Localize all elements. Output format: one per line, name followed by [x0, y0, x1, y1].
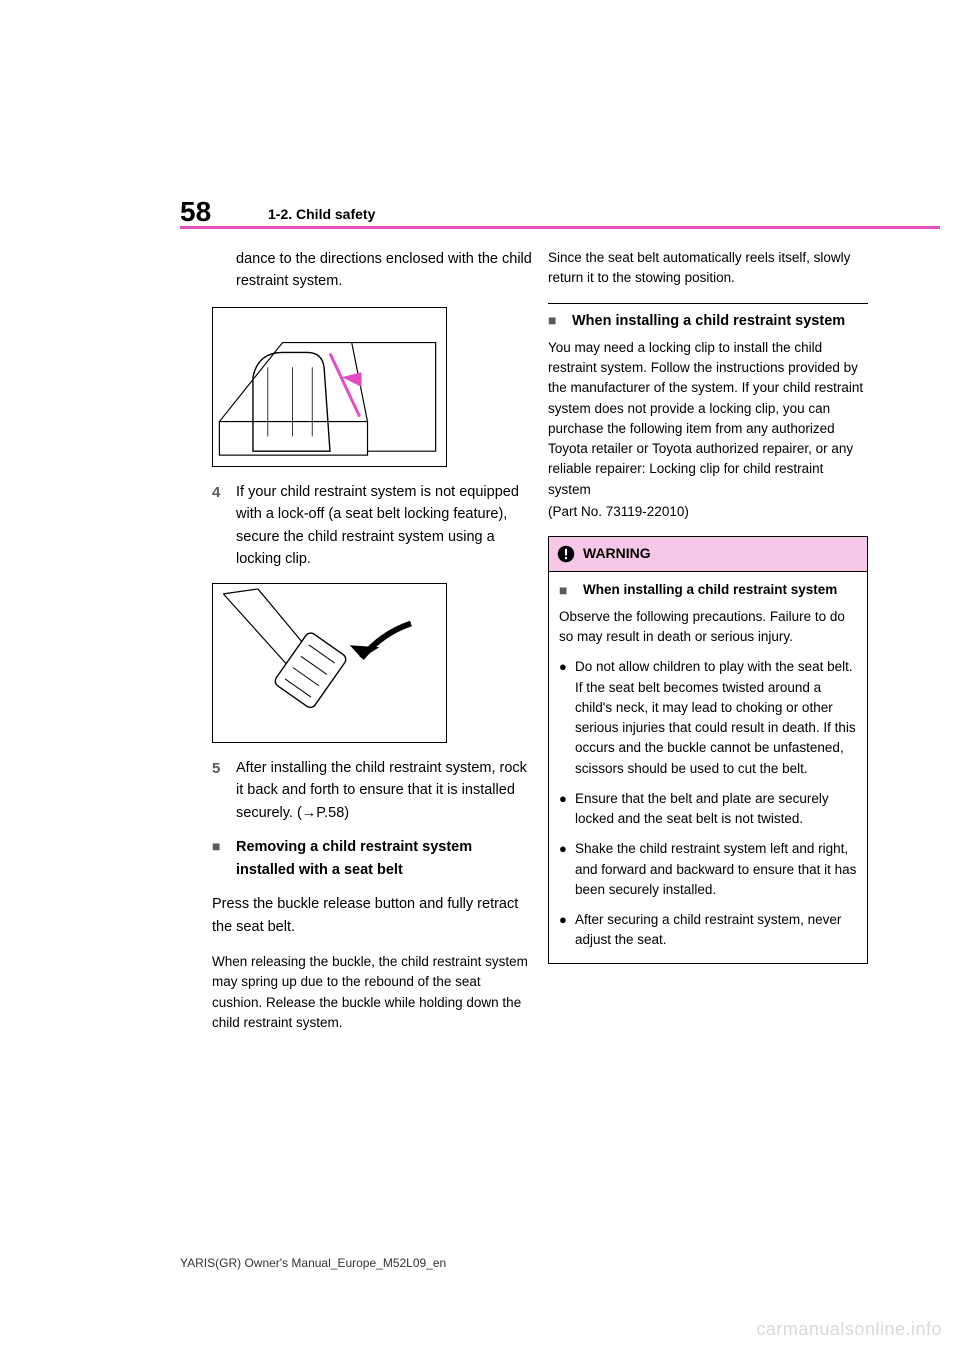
bullet-icon: ● [559, 910, 575, 951]
step-text: After installing the child restraint sys… [236, 757, 532, 824]
bullet-text: Do not allow children to play with the s… [575, 657, 857, 779]
bullet-text: Shake the child restraint system left an… [575, 839, 857, 900]
section-title: 1-2. Child safety [268, 206, 375, 222]
warning-heading: ■ When installing a child restraint syst… [559, 580, 857, 601]
square-bullet-icon: ■ [548, 310, 572, 332]
installing-heading-text: When installing a child restraint system [572, 310, 868, 332]
bullet-icon: ● [559, 657, 575, 779]
warning-bullet: ● After securing a child restraint syste… [559, 910, 857, 951]
removing-p2: When releasing the buckle, the child res… [212, 952, 532, 1033]
warning-title: WARNING [583, 543, 651, 565]
step-text: If your child restraint system is not eq… [236, 481, 532, 571]
continuation-text: dance to the directions enclosed with th… [212, 248, 532, 293]
footer-text: YARIS(GR) Owner's Manual_Europe_M52L09_e… [180, 1256, 446, 1270]
step-number: 5 [212, 757, 236, 824]
bullet-text: After securing a child restraint system,… [575, 910, 857, 951]
warning-bullet: ● Shake the child restraint system left … [559, 839, 857, 900]
square-bullet-icon: ■ [212, 836, 236, 881]
installing-part: (Part No. 73119-22010) [548, 502, 868, 522]
watermark: carmanualsonline.info [756, 1319, 942, 1340]
left-column: dance to the directions enclosed with th… [212, 248, 532, 1047]
page: 58 1-2. Child safety dance to the direct… [0, 0, 960, 1358]
removing-heading-text: Removing a child restraint system instal… [236, 836, 532, 881]
figure-child-seat [212, 307, 447, 467]
square-bullet-icon: ■ [559, 580, 583, 601]
warning-body: ■ When installing a child restraint syst… [549, 572, 867, 963]
child-seat-illustration [213, 308, 446, 466]
warning-bullet: ● Do not allow children to play with the… [559, 657, 857, 779]
step-4: 4 If your child restraint system is not … [212, 481, 532, 571]
page-number: 58 [180, 196, 211, 228]
step-5: 5 After installing the child restraint s… [212, 757, 532, 824]
installing-heading: ■ When installing a child restraint syst… [548, 310, 868, 332]
removing-p1: Press the buckle release button and full… [212, 893, 532, 938]
installing-body: You may need a locking clip to install t… [548, 338, 868, 500]
warning-box: WARNING ■ When installing a child restra… [548, 536, 868, 963]
divider [548, 303, 868, 304]
bullet-icon: ● [559, 839, 575, 900]
top-paragraph: Since the seat belt automatically reels … [548, 248, 868, 289]
locking-clip-illustration [213, 584, 446, 742]
warning-header: WARNING [549, 537, 867, 572]
warning-intro: Observe the following precautions. Failu… [559, 607, 857, 648]
warning-bullet: ● Ensure that the belt and plate are sec… [559, 789, 857, 830]
bullet-text: Ensure that the belt and plate are secur… [575, 789, 857, 830]
right-column: Since the seat belt automatically reels … [548, 248, 868, 964]
header-rule [180, 226, 940, 229]
figure-locking-clip [212, 583, 447, 743]
removing-heading: ■ Removing a child restraint system inst… [212, 836, 532, 881]
step-number: 4 [212, 481, 236, 571]
bullet-icon: ● [559, 789, 575, 830]
warning-icon [557, 545, 575, 563]
warning-heading-text: When installing a child restraint system [583, 580, 857, 601]
